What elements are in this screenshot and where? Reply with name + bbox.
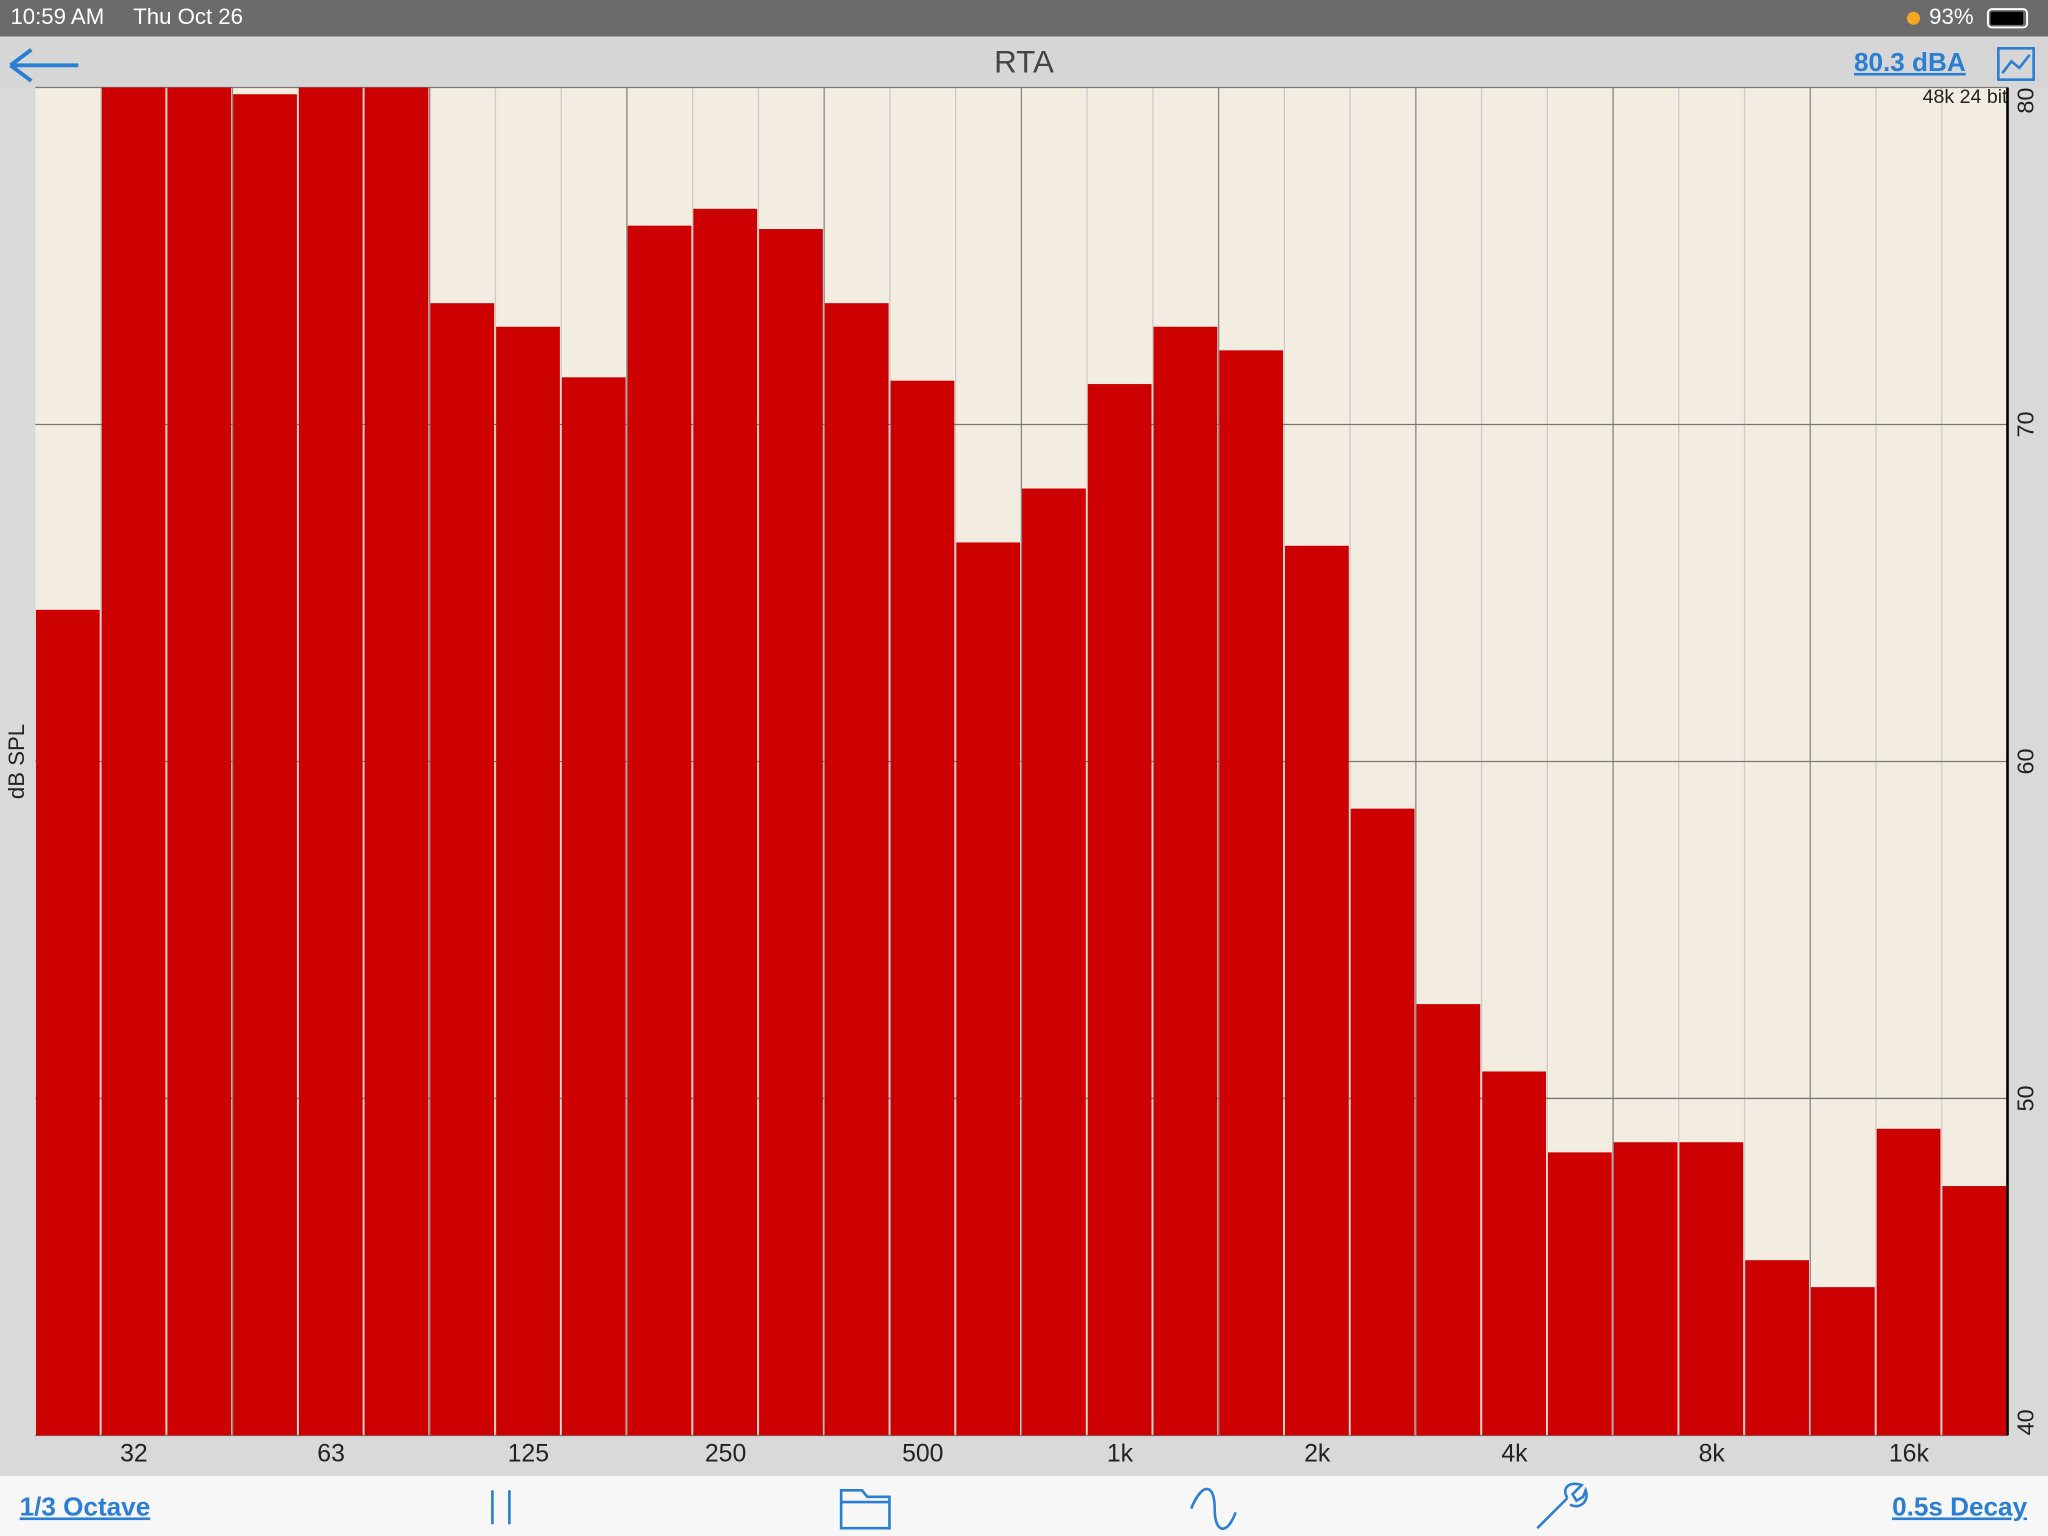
level-button[interactable]: 80.3 dBA (1854, 47, 1966, 77)
bar (35, 609, 100, 1436)
y-tick-label: 40 (2012, 1409, 2038, 1435)
bar (1613, 1142, 1678, 1436)
x-tick-label: 1k (1107, 1441, 1134, 1468)
bar (1942, 1186, 2007, 1436)
nav-bar (0, 36, 2048, 88)
bar (1153, 326, 1218, 1436)
bar (167, 87, 232, 1436)
battery-fill (1990, 11, 2024, 25)
bar (824, 303, 889, 1436)
bar (759, 229, 823, 1436)
pause-button[interactable] (491, 1490, 511, 1525)
bar (496, 326, 560, 1436)
x-tick-label: 63 (317, 1441, 345, 1468)
battery-dot (1906, 11, 1920, 25)
bar (1416, 1004, 1481, 1436)
nav-title: RTA (994, 44, 1054, 79)
bar (1547, 1152, 1612, 1436)
settings-button[interactable] (1536, 1482, 1588, 1530)
x-tick-label: 32 (120, 1441, 148, 1468)
y-tick-label: 50 (2012, 1085, 2038, 1111)
bar (430, 303, 495, 1436)
battery-icon (1986, 8, 2029, 29)
folder-button[interactable] (839, 1488, 891, 1530)
generator-button[interactable] (1189, 1487, 1237, 1530)
bar (693, 208, 758, 1436)
bar (1745, 1260, 1809, 1436)
battery-level: 93% (1929, 4, 1973, 29)
x-tick-label: 2k (1304, 1441, 1331, 1468)
bar (101, 87, 166, 1436)
bar (956, 542, 1021, 1436)
bar (890, 380, 955, 1436)
status-date: Thu Oct 26 (133, 4, 243, 29)
graph-icon[interactable] (1997, 47, 2035, 81)
graph-icon-line[interactable] (2001, 54, 2031, 74)
x-tick-label: 500 (902, 1441, 943, 1468)
bar (1022, 488, 1086, 1436)
bar (1285, 545, 1349, 1436)
x-tick-label: 250 (705, 1441, 746, 1468)
bar (1087, 384, 1152, 1436)
x-tick-label: 125 (508, 1441, 549, 1468)
bar (233, 94, 297, 1436)
bar (561, 377, 626, 1436)
toolbar (0, 1475, 2048, 1536)
status-bar (0, 0, 2048, 37)
bar (1679, 1142, 1744, 1436)
bar (627, 225, 692, 1436)
graph-button[interactable] (1997, 47, 2035, 81)
decay-button[interactable]: 0.5s Decay (1892, 1491, 2027, 1521)
y-tick-label: 60 (2012, 748, 2038, 774)
bar (298, 87, 363, 1436)
y-tick-label: 70 (2012, 411, 2038, 437)
bar (1876, 1128, 1941, 1436)
octave-button[interactable]: 1/3 Octave (20, 1491, 151, 1521)
bar (364, 87, 429, 1436)
status-time: 10:59 AM (10, 4, 104, 29)
bar (1482, 1071, 1547, 1436)
format-label: 48k 24 bit (1923, 86, 2008, 108)
y-axis-label: dB SPL (4, 724, 29, 799)
bar (1219, 350, 1284, 1436)
bar (1810, 1287, 1875, 1436)
x-tick-label: 4k (1501, 1441, 1528, 1468)
back-button[interactable] (9, 48, 79, 83)
x-tick-label: 8k (1699, 1441, 1726, 1468)
bar (1350, 808, 1415, 1436)
x-tick-label: 16k (1889, 1441, 1930, 1468)
y-tick-label: 80 (2012, 88, 2038, 114)
